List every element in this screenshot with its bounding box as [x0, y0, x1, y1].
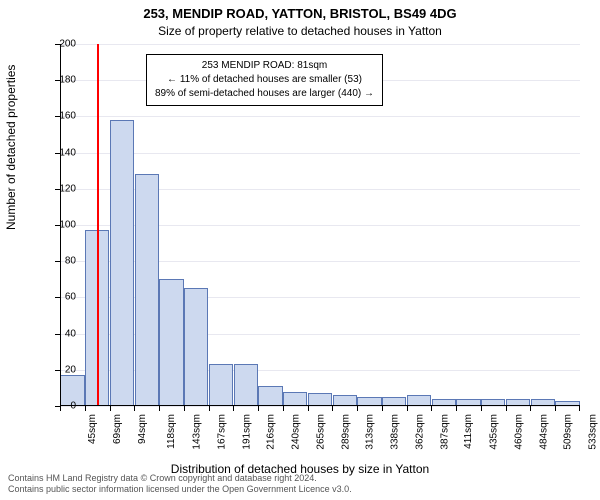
- chart-container: 253, MENDIP ROAD, YATTON, BRISTOL, BS49 …: [0, 0, 600, 500]
- histogram-bar: [135, 174, 159, 406]
- x-tick-mark: [308, 406, 309, 411]
- x-tick-label: 69sqm: [112, 414, 123, 444]
- x-tick-mark: [530, 406, 531, 411]
- x-tick-label: 533sqm: [588, 414, 599, 450]
- x-tick-mark: [481, 406, 482, 411]
- y-tick-label: 80: [65, 256, 76, 267]
- grid-line: [60, 406, 580, 407]
- x-tick-label: 289sqm: [340, 414, 351, 450]
- footer-line-1: Contains HM Land Registry data © Crown c…: [8, 473, 592, 485]
- x-tick-label: 387sqm: [439, 414, 450, 450]
- y-tick-label: 0: [70, 401, 76, 412]
- histogram-bar: [184, 288, 208, 406]
- histogram-bar: [283, 392, 307, 406]
- x-tick-label: 216sqm: [266, 414, 277, 450]
- x-tick-mark: [209, 406, 210, 411]
- x-tick-label: 362sqm: [414, 414, 425, 450]
- grid-line: [60, 44, 580, 45]
- histogram-bar: [258, 386, 282, 406]
- x-tick-mark: [233, 406, 234, 411]
- x-tick-mark: [283, 406, 284, 411]
- x-tick-label: 45sqm: [87, 414, 98, 444]
- x-tick-label: 338sqm: [390, 414, 401, 450]
- y-tick-label: 60: [65, 292, 76, 303]
- x-tick-mark: [110, 406, 111, 411]
- annotation-line-1: 253 MENDIP ROAD: 81sqm: [155, 59, 374, 73]
- x-tick-mark: [382, 406, 383, 411]
- y-tick-label: 120: [59, 183, 76, 194]
- x-tick-label: 94sqm: [137, 414, 148, 444]
- x-tick-label: 118sqm: [166, 414, 177, 449]
- x-tick-label: 313sqm: [365, 414, 376, 450]
- y-tick-label: 180: [59, 75, 76, 86]
- y-tick-label: 40: [65, 328, 76, 339]
- x-tick-mark: [332, 406, 333, 411]
- x-tick-mark: [555, 406, 556, 411]
- x-tick-label: 484sqm: [538, 414, 549, 450]
- y-axis-label: Number of detached properties: [4, 65, 18, 230]
- x-tick-label: 509sqm: [563, 414, 574, 450]
- x-tick-mark: [159, 406, 160, 411]
- chart-title: 253, MENDIP ROAD, YATTON, BRISTOL, BS49 …: [0, 6, 600, 21]
- x-axis-line: [60, 405, 580, 406]
- property-marker-line: [97, 44, 99, 406]
- x-tick-label: 460sqm: [514, 414, 525, 450]
- x-tick-mark: [579, 406, 580, 411]
- x-tick-mark: [258, 406, 259, 411]
- x-tick-mark: [456, 406, 457, 411]
- x-tick-label: 411sqm: [463, 414, 474, 449]
- footer-text: Contains HM Land Registry data © Crown c…: [0, 472, 600, 500]
- x-tick-mark: [184, 406, 185, 411]
- y-tick-label: 160: [59, 111, 76, 122]
- footer-line-2: Contains public sector information licen…: [8, 484, 592, 496]
- y-tick-label: 140: [59, 147, 76, 158]
- x-tick-label: 265sqm: [315, 414, 326, 450]
- y-tick-label: 100: [59, 220, 76, 231]
- x-tick-label: 240sqm: [291, 414, 302, 450]
- plot-area: 253 MENDIP ROAD: 81sqm← 11% of detached …: [60, 44, 580, 406]
- annotation-line-2: ← 11% of detached houses are smaller (53…: [155, 73, 374, 87]
- annotation-line-3: 89% of semi-detached houses are larger (…: [155, 87, 374, 101]
- x-tick-mark: [85, 406, 86, 411]
- x-tick-label: 435sqm: [489, 414, 500, 450]
- chart-subtitle: Size of property relative to detached ho…: [0, 24, 600, 38]
- x-tick-mark: [134, 406, 135, 411]
- histogram-bar: [209, 364, 233, 406]
- y-tick-label: 200: [59, 39, 76, 50]
- x-tick-label: 143sqm: [192, 414, 203, 450]
- grid-line: [60, 116, 580, 117]
- y-tick-label: 20: [65, 364, 76, 375]
- x-tick-mark: [407, 406, 408, 411]
- x-tick-mark: [357, 406, 358, 411]
- x-tick-mark: [60, 406, 61, 411]
- x-tick-label: 167sqm: [216, 414, 227, 450]
- histogram-bar: [159, 279, 183, 406]
- x-tick-mark: [506, 406, 507, 411]
- x-tick-label: 191sqm: [241, 414, 252, 450]
- annotation-box: 253 MENDIP ROAD: 81sqm← 11% of detached …: [146, 54, 383, 106]
- histogram-bar: [110, 120, 134, 406]
- grid-line: [60, 153, 580, 154]
- x-tick-mark: [431, 406, 432, 411]
- histogram-bar: [234, 364, 258, 406]
